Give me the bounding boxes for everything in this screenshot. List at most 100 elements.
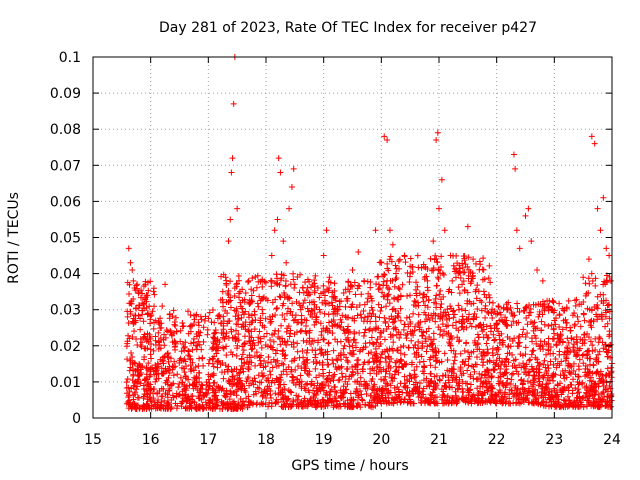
data-point: [368, 349, 375, 356]
data-point: [375, 368, 382, 375]
data-point: [407, 319, 414, 326]
data-point: [179, 323, 186, 330]
data-point: [182, 339, 189, 346]
data-point: [386, 300, 393, 307]
data-point: [402, 259, 409, 266]
data-point: [272, 312, 279, 319]
data-point: [297, 372, 304, 379]
data-point: [292, 367, 299, 374]
data-point: [272, 296, 279, 303]
data-point: [127, 310, 134, 317]
data-point: [322, 327, 329, 334]
data-point: [183, 387, 190, 394]
data-point: [386, 370, 393, 377]
data-point: [266, 313, 273, 320]
data-point: [434, 259, 441, 266]
data-point: [172, 400, 179, 407]
data-point: [268, 379, 275, 386]
data-point: [195, 338, 202, 345]
data-point: [443, 316, 450, 323]
data-point: [351, 315, 358, 322]
data-point: [473, 286, 480, 293]
data-point: [272, 399, 279, 406]
data-point: [331, 371, 338, 378]
data-point: [347, 349, 354, 356]
data-point: [489, 392, 496, 399]
data-point: [326, 372, 333, 379]
data-point: [312, 403, 319, 410]
data-point: [316, 372, 323, 379]
data-point: [576, 356, 583, 363]
data-point: [602, 402, 609, 409]
data-point: [241, 401, 248, 408]
data-point: [229, 155, 236, 162]
data-point: [534, 266, 541, 273]
data-point: [536, 308, 543, 315]
data-point: [162, 405, 169, 412]
data-point: [374, 386, 381, 393]
data-point: [245, 399, 252, 406]
data-point: [499, 381, 506, 388]
data-point: [319, 361, 326, 368]
data-point: [220, 375, 227, 382]
data-point: [516, 362, 523, 369]
data-point: [508, 376, 515, 383]
data-point: [402, 332, 409, 339]
data-point: [156, 404, 163, 411]
data-point: [567, 327, 574, 334]
data-point: [440, 271, 447, 278]
data-point: [386, 227, 393, 234]
data-point: [407, 263, 414, 270]
data-point: [362, 381, 369, 388]
data-point: [136, 360, 143, 367]
data-point: [229, 381, 236, 388]
data-point: [199, 382, 206, 389]
data-point: [288, 368, 295, 375]
data-point: [493, 392, 500, 399]
x-tick-label: 22: [488, 432, 506, 448]
data-point: [136, 371, 143, 378]
data-point: [197, 329, 204, 336]
data-point: [455, 302, 462, 309]
data-point: [427, 370, 434, 377]
data-point: [445, 311, 452, 318]
data-point: [459, 389, 466, 396]
data-point: [401, 321, 408, 328]
x-axis-ticks: 15 16 17 18 19 20 21 22 23 24: [84, 57, 621, 448]
data-point: [172, 339, 179, 346]
data-point: [229, 376, 236, 383]
data-point: [140, 318, 147, 325]
data-point: [174, 371, 181, 378]
data-point: [500, 371, 507, 378]
data-point: [522, 344, 529, 351]
data-point: [257, 335, 264, 342]
data-point: [175, 384, 182, 391]
data-point: [173, 328, 180, 335]
data-point: [336, 376, 343, 383]
data-point: [583, 401, 590, 408]
data-point: [556, 312, 563, 319]
data-point: [195, 403, 202, 410]
data-point: [311, 390, 318, 397]
data-point: [187, 362, 194, 369]
data-point: [350, 371, 357, 378]
data-point: [434, 358, 441, 365]
data-point: [137, 335, 144, 342]
data-point: [160, 360, 167, 367]
data-point: [410, 332, 417, 339]
data-point: [278, 371, 285, 378]
data-point: [225, 405, 232, 412]
data-point: [340, 345, 347, 352]
data-point: [127, 259, 134, 266]
data-point: [470, 256, 477, 263]
data-point: [561, 375, 568, 382]
data-point: [457, 364, 464, 371]
data-point: [491, 337, 498, 344]
data-point: [262, 363, 269, 370]
data-point: [317, 320, 324, 327]
data-point: [318, 349, 325, 356]
data-point: [206, 356, 213, 363]
data-point: [519, 331, 526, 338]
data-point: [450, 307, 457, 314]
data-point: [426, 316, 433, 323]
